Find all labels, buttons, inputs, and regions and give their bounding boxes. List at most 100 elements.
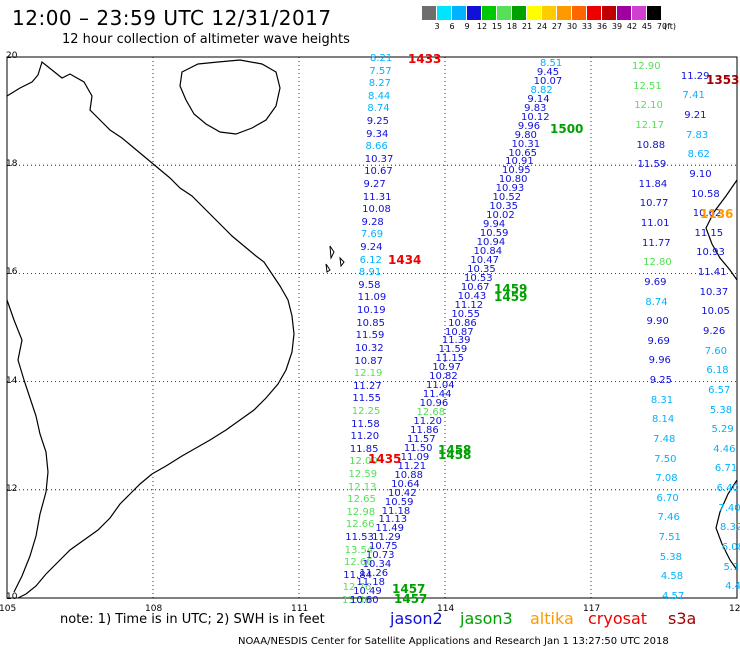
wave-height-value: 10.97 [432,362,461,374]
wave-height-value: 9.25 [649,375,673,387]
satellite-legend-jason2: jason2 [390,609,443,628]
wave-height-value: 10.58 [691,188,720,200]
wave-height-value: 10.64 [391,478,420,490]
wave-height-value: 9.25 [366,116,389,128]
wave-height-value: 8.51 [540,58,563,69]
wave-height-value: 8.44 [368,90,391,102]
wave-height-value: 10.93 [696,247,725,259]
wave-height-value: 10.02 [486,210,515,222]
color-swatch [602,6,617,20]
color-scale-label: 18 [506,22,518,31]
wave-height-value: 12.25 [351,405,381,417]
latitude-tick-label: 18 [6,159,18,170]
wave-height-value: 11.59 [438,344,468,356]
wave-height-value: 12.90 [632,61,661,72]
wave-height-value: 10.19 [356,305,386,317]
color-scale-label: 39 [611,22,623,31]
wave-height-value: 11.20 [350,431,380,443]
wave-height-value: 13.56 [342,595,371,606]
wave-height-value: 10.35 [489,201,518,213]
color-scale-label: 9 [464,22,470,31]
wave-height-value: 11.84 [343,569,372,581]
wave-height-value: 5.19 [723,561,740,573]
wave-height-value: 6.08 [721,541,740,553]
wave-height-value: 10.53 [464,272,493,284]
wave-height-value: 8.91 [358,267,382,279]
latitude-tick-label: 10 [6,592,18,602]
wave-height-value: 8.21 [370,53,393,64]
wave-height-value: 7.08 [655,473,678,485]
wave-height-value: 10.77 [639,198,669,210]
longitude-tick-label: 105 [0,604,17,614]
wave-height-value: 9.26 [703,326,726,337]
pass-time-label: 1500 [550,122,584,136]
wave-height-value: 11.15 [694,227,724,239]
wave-height-value: 12.65 [347,494,376,506]
wave-height-value: 13.54 [344,544,374,556]
pass-time-label: 1459 [494,282,528,296]
wave-height-value: 12.98 [346,506,376,518]
wave-height-value: 11.55 [352,393,382,405]
wave-height-value: 7.40 [718,502,740,514]
satellite-legend-altika: altika [530,609,574,628]
wave-height-value: 8.66 [365,141,388,153]
longitude-tick-label: 111 [291,604,309,614]
wave-height-value: 10.93 [495,183,525,195]
philippines-coastline [705,179,738,571]
wave-height-value: 10.37 [364,153,394,165]
vietnam-border [6,299,49,593]
wave-height-value: 11.50 [403,442,433,454]
wave-height-value: 10.65 [508,147,537,159]
color-scale-label: 3 [434,22,440,31]
wave-height-value: 5.38 [659,551,683,563]
wave-height-value: 4.40 [725,581,740,593]
longitude-tick-label: 120 [729,604,740,614]
wave-height-value: 10.67 [364,166,393,178]
paracel-islands [325,245,345,273]
wave-height-value: 7.41 [682,90,705,102]
wave-height-value: 12.00 [349,456,378,468]
wave-height-value: 12.17 [635,119,664,131]
wave-height-value: 11.49 [375,523,404,535]
wave-height-value: 10.67 [460,281,490,293]
wave-height-value: 7.48 [653,433,676,445]
credit-line: NOAA/NESDIS Center for Satellite Applica… [238,636,669,647]
vietnam-coastline [6,60,295,599]
color-scale-legend: 3 6 9 12 15 18 21 24 27 30 33 36 39 42 45 70 (ft) [422,6,676,32]
wave-height-value: 11.86 [410,424,439,436]
wave-height-value: 10.12 [521,111,550,123]
wave-height-value: 11.27 [353,380,382,392]
pass-time-label: 1353 [706,73,740,87]
wave-height-value: 12.19 [353,368,383,380]
page-subtitle: 12 hour collection of altimeter wave hei… [62,32,350,47]
color-swatch [557,6,572,20]
wave-height-value: 7.46 [657,512,680,524]
color-scale-label: 45 [641,22,653,31]
wave-height-value: 10.87 [445,326,474,338]
wave-height-value: 11.77 [642,237,671,249]
wave-height-value: 11.39 [441,335,471,347]
wave-height-value: 9.80 [514,129,537,141]
wave-height-value: 9.34 [366,128,389,140]
wave-height-value: 12.66 [345,519,375,531]
wave-height-value: 11.18 [381,505,411,517]
color-swatch [467,6,482,20]
color-scale-label: 21 [521,22,533,31]
color-scale-unit: (ft) [663,22,677,31]
wave-height-value: 10.95 [502,165,531,177]
satellite-legend-cryosat: cryosat [588,609,648,628]
wave-height-value: 6.40 [716,483,739,495]
wave-height-value: 11.20 [413,416,442,427]
wave-height-value: 12.68 [416,407,446,419]
wave-height-value: 10.07 [533,75,563,87]
hainan-island [179,59,281,135]
wave-height-value: 7.69 [360,229,384,241]
wave-height-value: 7.51 [658,532,681,544]
wave-height-value: 8.31 [650,394,674,406]
wave-height-value: 11.09 [400,451,430,463]
wave-height-value: 9.94 [483,219,506,231]
longitude-tick-label: 117 [583,604,601,614]
wave-height-value: 6.71 [714,463,738,475]
latitude-tick-label: 14 [6,375,18,386]
